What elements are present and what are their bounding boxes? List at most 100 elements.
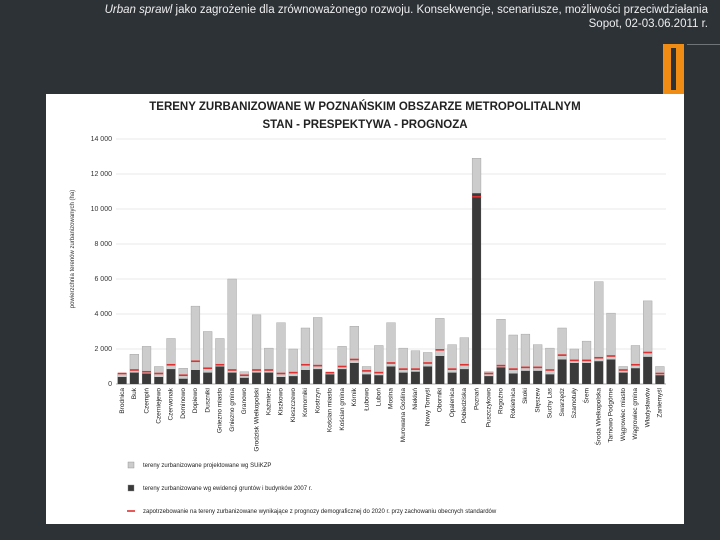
x-tick-label: Granowo <box>241 388 248 415</box>
x-tick-label: Śrem <box>581 388 590 404</box>
y-tick-label: 0 <box>108 381 112 388</box>
x-tick-label: Czerniejewo <box>155 388 162 424</box>
x-tick-label: Mosina <box>388 388 395 409</box>
bar-planned <box>227 278 237 385</box>
presentation-title: Urban sprawl jako zagrożenie dla zrównow… <box>68 3 708 17</box>
bar-existing <box>423 366 433 384</box>
bar-existing <box>655 375 665 384</box>
x-tick-label: Kaźmierz <box>265 388 272 415</box>
x-tick-label: Poznań <box>473 388 480 410</box>
bar-existing <box>252 372 261 384</box>
x-tick-label: Oborniki <box>437 388 444 412</box>
x-tick-label: Grodzisk Wielkopolski <box>253 388 260 452</box>
x-tick-label: Władysławów <box>644 388 651 428</box>
bar-existing <box>276 377 286 384</box>
bar-existing <box>398 372 408 384</box>
y-axis-label: powierzchnia terenów zurbanizowanych (ha… <box>70 190 76 308</box>
x-tick-label: Zaniemyśl <box>657 387 664 417</box>
bar-existing <box>349 363 359 384</box>
bar-existing <box>337 369 347 384</box>
bar-existing <box>313 369 323 384</box>
bar-existing <box>606 359 616 384</box>
legend-swatch <box>127 461 135 469</box>
x-tick-label: Pobiedziska <box>461 388 468 423</box>
bar-existing <box>325 374 335 384</box>
y-tick-label: 14 000 <box>91 136 113 143</box>
bar-existing <box>129 372 139 384</box>
x-tick-label: Wągrowiec gmina <box>632 388 639 440</box>
x-tick-label: Tarnowo Podgórne <box>608 388 615 443</box>
bar-existing <box>459 369 469 384</box>
x-tick-label: Komorniki <box>302 388 309 417</box>
bar-existing <box>435 356 445 384</box>
bar-existing <box>569 363 579 384</box>
chart-svg: TERENY ZURBANIZOWANE W POZNAŃSKIM OBSZAR… <box>70 100 666 515</box>
bar-existing <box>594 361 604 384</box>
x-tick-label: Gniezno gmina <box>229 388 236 432</box>
bar-existing <box>362 374 371 384</box>
bar-existing <box>301 370 310 384</box>
bar-existing <box>178 378 188 384</box>
title-rest: jako zagrożenie dla zrównoważonego rozwo… <box>172 4 708 16</box>
bar-existing <box>472 193 481 384</box>
x-tick-label: Buk <box>131 387 138 399</box>
x-tick-label: Czempiń <box>143 388 150 414</box>
bar-existing <box>239 377 249 384</box>
x-tick-label: Luboń <box>375 388 382 406</box>
bar-existing <box>557 359 567 384</box>
y-tick-label: 2 000 <box>94 346 112 353</box>
x-tick-label: Kleszczewo <box>290 388 297 423</box>
x-tick-label: Stęszew <box>534 388 541 413</box>
legend-label: tereny zurbanizowane wg ewidencji gruntó… <box>143 486 312 492</box>
chart-subtitle: STAN - PRESPEKTYWA - PROGNOZA <box>262 119 467 131</box>
x-tick-label: Opalenica <box>449 388 456 418</box>
y-tick-label: 4 000 <box>94 311 112 318</box>
x-tick-label: Brodnica <box>119 388 126 414</box>
bar-existing <box>545 374 555 384</box>
y-tick-label: 8 000 <box>94 241 112 248</box>
x-tick-label: Wągrowiec miasto <box>620 388 627 441</box>
x-tick-label: Czerwonak <box>168 387 175 420</box>
x-tick-label: Kościan miasto <box>327 388 334 432</box>
chart-panel: TERENY ZURBANIZOWANE W POZNAŃSKIM OBSZAR… <box>46 94 684 524</box>
bar-existing <box>496 367 506 384</box>
x-tick-label: Dominowo <box>180 388 187 419</box>
y-tick-label: 10 000 <box>91 206 113 213</box>
x-tick-label: Niekłań <box>412 388 419 410</box>
bar-existing <box>631 368 640 384</box>
bar-existing <box>227 372 237 384</box>
x-tick-label: Rokietnica <box>510 388 517 419</box>
bar-existing <box>264 372 274 384</box>
chart-title: TERENY ZURBANIZOWANE W POZNAŃSKIM OBSZAR… <box>149 100 580 113</box>
x-tick-label: Puszczykowo <box>485 388 492 428</box>
x-tick-label: Duszniki <box>204 388 211 413</box>
presentation-header: Urban sprawl jako zagrożenie dla zrównow… <box>68 3 708 31</box>
x-tick-label: Murowana Goślina <box>400 388 407 443</box>
x-tick-label: Suchy Las <box>547 387 554 418</box>
bar-existing <box>484 376 494 384</box>
bar-existing <box>582 363 591 384</box>
legend-label: zapotrzebowanie na tereny zurbanizowane … <box>143 509 497 515</box>
bar-existing <box>447 372 457 384</box>
bar-existing <box>411 371 420 384</box>
bar-existing <box>142 373 151 384</box>
legend-label: tereny zurbanizowane projektowane wg SUi… <box>143 463 271 469</box>
bar-existing <box>386 366 396 384</box>
accent-stripe <box>671 48 676 90</box>
legend-swatch <box>127 484 135 492</box>
x-tick-label: Nowy Tomyśl <box>424 387 431 426</box>
x-tick-label: Kościan gmina <box>339 388 346 431</box>
bar-existing <box>288 376 298 384</box>
title-italic: Urban sprawl <box>104 4 173 16</box>
bar-existing <box>508 373 518 384</box>
x-tick-label: Łubowo <box>363 388 370 411</box>
bar-existing <box>618 372 628 384</box>
x-tick-label: Dopiewo <box>192 388 199 414</box>
y-tick-label: 6 000 <box>94 276 112 283</box>
bar-existing <box>533 370 543 384</box>
bar-existing <box>166 369 176 384</box>
bar-planned <box>276 322 286 385</box>
bar-existing <box>374 375 384 384</box>
x-tick-label: Gniezno miasto <box>217 388 224 434</box>
x-tick-label: Kórnik <box>351 387 358 406</box>
